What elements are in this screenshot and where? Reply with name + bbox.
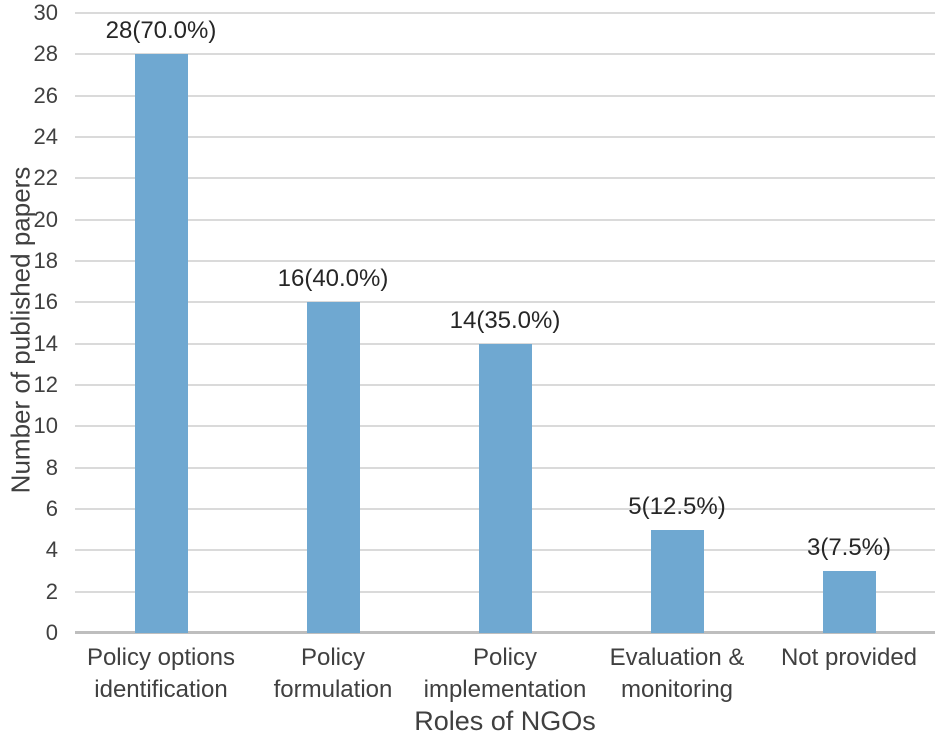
y-tick-label-0: 0	[45, 620, 58, 645]
y-tick-label-2: 2	[45, 578, 58, 604]
y-tick-label-18: 18	[33, 248, 58, 273]
x-category-label-2: Policy implementation	[423, 644, 587, 703]
gridline-y-22	[75, 177, 935, 180]
y-tick-label-6: 6	[45, 496, 58, 521]
x-axis-title: Roles of NGOs	[414, 706, 596, 736]
y-tick-label-16: 16	[33, 289, 58, 315]
gridline-y-16	[75, 301, 935, 304]
bar-value-label-2: 14(35.0%)	[449, 306, 561, 334]
y-tick-label-24: 24	[33, 124, 58, 149]
y-tick-label-14: 14	[33, 330, 58, 356]
bar-value-label-0: 28(70.0%)	[105, 17, 217, 45]
gridline-y-24	[75, 136, 935, 138]
gridline-y-20	[75, 218, 935, 221]
bar-2	[478, 343, 532, 633]
y-axis-tick-labels: 0 2 4 6 8 10 12 14 16 18 20 22 24 26 28 30	[0, 0, 58, 746]
y-tick-label-4: 4	[45, 537, 58, 563]
y-tick-label-28: 28	[33, 41, 58, 67]
y-tick-label-26: 26	[33, 82, 58, 108]
y-tick-label-12: 12	[33, 372, 58, 397]
y-tick-label-10: 10	[33, 413, 58, 439]
x-axis-category-labels: Policy options identification Policy form…	[75, 642, 935, 706]
x-category-label-0: Policy options identification	[86, 644, 236, 703]
x-category-label-3: Evaluation & monitoring	[609, 644, 745, 703]
x-category-label-1: Policy formulation	[273, 644, 393, 703]
bar-value-label-1: 16(40.0%)	[277, 265, 389, 293]
gridline-y-18	[75, 260, 935, 262]
y-tick-label-22: 22	[33, 165, 58, 191]
bar-4	[822, 571, 876, 633]
y-tick-label-30: 30	[33, 0, 58, 25]
bar-1	[306, 302, 360, 633]
bar-value-label-4: 3(7.5%)	[806, 534, 892, 561]
plot-area: 28(70.0%) 16(40.0%) 14(35.0%) 5(12.5%) 3(7.5…	[75, 12, 935, 634]
y-tick-label-20: 20	[33, 206, 58, 232]
gridline-y-28	[75, 53, 935, 56]
bar-3	[650, 529, 704, 633]
x-category-label-4: Not provided	[780, 644, 918, 671]
gridline-y-26	[75, 94, 935, 97]
gridline-y-30	[75, 12, 935, 14]
bar-value-label-3: 5(12.5%)	[628, 492, 726, 520]
bar-0	[134, 54, 188, 633]
y-tick-label-8: 8	[45, 454, 58, 480]
